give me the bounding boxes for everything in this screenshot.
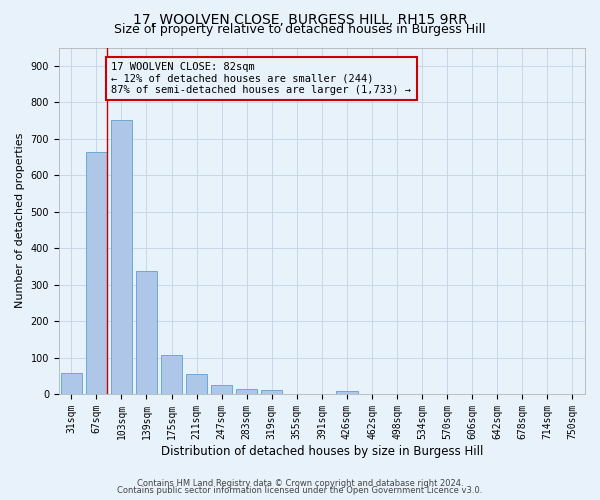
Bar — [136, 270, 157, 394]
Bar — [261, 390, 283, 394]
Bar — [336, 392, 358, 394]
Bar — [86, 152, 107, 394]
Bar — [236, 389, 257, 394]
Text: 17, WOOLVEN CLOSE, BURGESS HILL, RH15 9RR: 17, WOOLVEN CLOSE, BURGESS HILL, RH15 9R… — [133, 12, 467, 26]
Text: 17 WOOLVEN CLOSE: 82sqm
← 12% of detached houses are smaller (244)
87% of semi-d: 17 WOOLVEN CLOSE: 82sqm ← 12% of detache… — [112, 62, 412, 95]
X-axis label: Distribution of detached houses by size in Burgess Hill: Distribution of detached houses by size … — [161, 444, 483, 458]
Y-axis label: Number of detached properties: Number of detached properties — [15, 133, 25, 308]
Bar — [211, 385, 232, 394]
Bar — [186, 374, 207, 394]
Text: Contains public sector information licensed under the Open Government Licence v3: Contains public sector information licen… — [118, 486, 482, 495]
Text: Contains HM Land Registry data © Crown copyright and database right 2024.: Contains HM Land Registry data © Crown c… — [137, 478, 463, 488]
Text: Size of property relative to detached houses in Burgess Hill: Size of property relative to detached ho… — [114, 22, 486, 36]
Bar — [111, 120, 132, 394]
Bar — [61, 373, 82, 394]
Bar — [161, 355, 182, 394]
